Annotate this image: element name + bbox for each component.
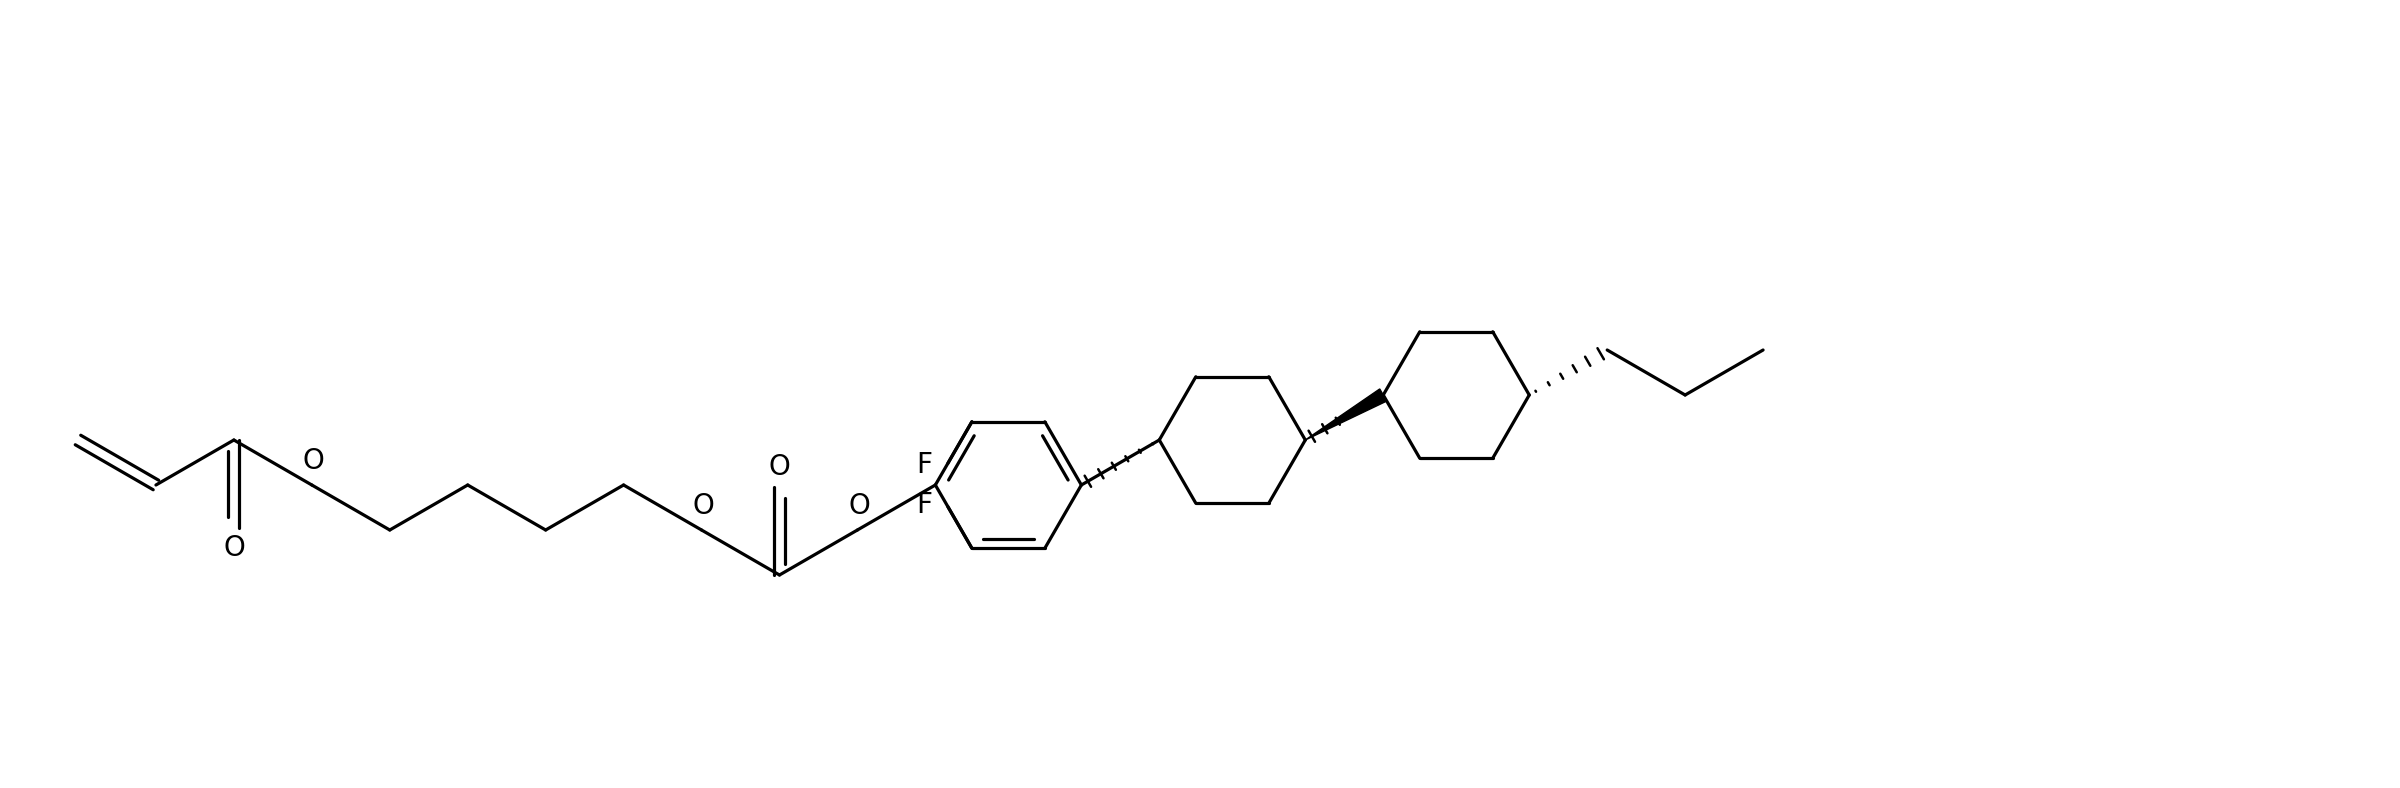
Text: F: F	[917, 491, 931, 519]
Text: O: O	[768, 453, 790, 481]
Text: O: O	[850, 492, 871, 520]
Text: O: O	[302, 447, 324, 475]
Text: F: F	[917, 452, 931, 479]
Text: O: O	[694, 492, 715, 520]
Polygon shape	[1306, 389, 1387, 440]
Text: O: O	[223, 534, 245, 562]
